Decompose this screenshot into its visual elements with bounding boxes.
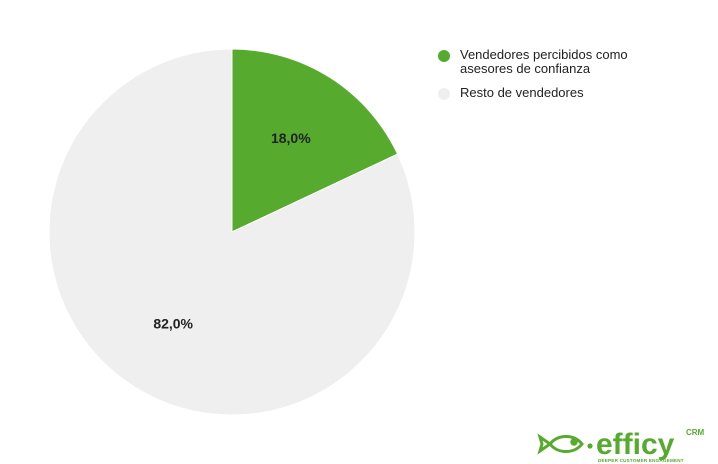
logo-dot-icon	[587, 443, 593, 449]
chart-legend: Vendedores percibidos como asesores de c…	[438, 48, 678, 110]
legend-item-asesores[interactable]: Vendedores percibidos como asesores de c…	[438, 48, 678, 76]
legend-swatch-resto	[438, 88, 450, 100]
data-label-resto: 82,0%	[153, 315, 193, 331]
logo-wordmark: efficy	[596, 428, 675, 461]
pie-slice-asesores[interactable]	[231, 48, 399, 233]
fish-icon	[537, 433, 584, 455]
pie-slice-resto[interactable]	[48, 48, 416, 416]
legend-item-resto[interactable]: Resto de vendedores	[438, 86, 678, 100]
efficy-logo: efficy CRM DEEPER CUSTOMER ENGAGEMENT	[536, 422, 712, 464]
logo-superscript: CRM	[686, 428, 705, 437]
legend-label-asesores: Vendedores percibidos como asesores de c…	[460, 47, 628, 76]
pie-data-labels: 18,0% 82,0%	[153, 130, 311, 331]
pie-slices	[48, 48, 416, 416]
logo-tagline: DEEPER CUSTOMER ENGAGEMENT	[598, 458, 684, 463]
efficy-logo-svg: efficy CRM DEEPER CUSTOMER ENGAGEMENT	[537, 428, 705, 463]
legend-swatch-asesores	[438, 50, 450, 62]
data-label-asesores: 18,0%	[271, 130, 311, 146]
legend-label-resto: Resto de vendedores	[460, 85, 584, 100]
